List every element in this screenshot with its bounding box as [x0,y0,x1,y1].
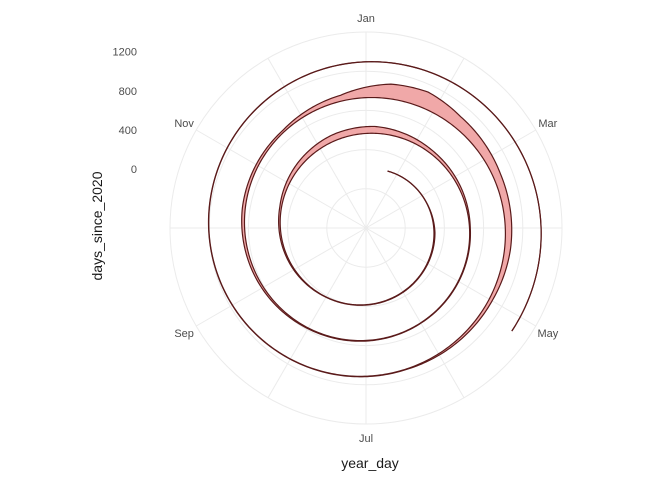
angular-tick-label: Nov [174,118,194,130]
angular-tick-label: May [537,328,558,340]
radial-tick-label: 800 [119,86,137,98]
grid-spoke [267,227,367,398]
angular-tick-label: Jan [357,13,375,25]
band-outer-line [207,61,542,378]
grid-spoke [365,227,465,398]
grid-spoke [365,129,536,229]
band-area [208,61,542,377]
radial-tick-label: 1200 [113,47,137,59]
grid-spoke [196,227,367,327]
grid-spoke [196,129,367,229]
polar-grid [169,31,563,425]
x-axis-title: year_day [341,455,399,471]
angular-tick-label: Mar [538,118,557,130]
radial-tick-label: 400 [119,125,137,137]
band-area-layer [207,61,542,378]
grid-spoke [365,227,536,327]
band-inner-line [208,61,542,377]
tick-label-layer: Jan Mar May Jul Sep Nov 0 400 800 1200 [113,13,559,445]
y-axis-title: days_since_2020 [89,171,105,280]
angular-tick-label: Jul [359,433,373,445]
radial-tick-label: 0 [131,164,137,176]
angular-tick-label: Sep [174,328,194,340]
